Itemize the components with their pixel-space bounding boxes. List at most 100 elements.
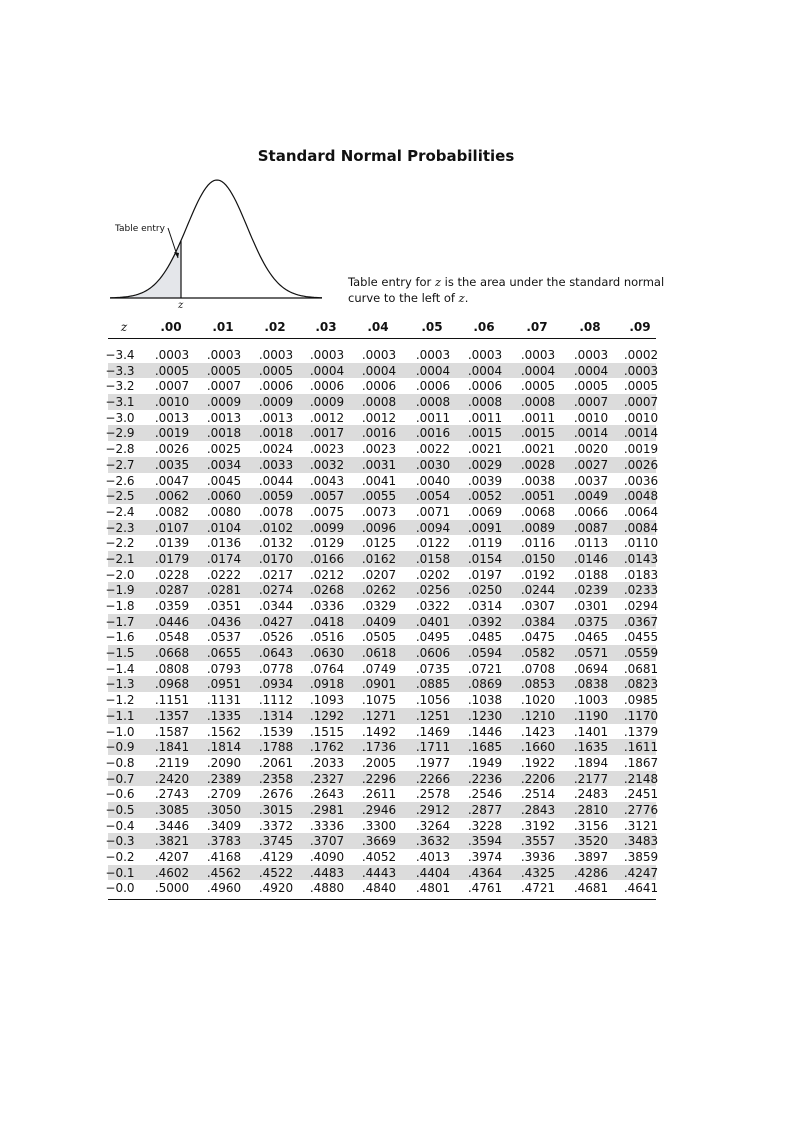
table-cell: .0018 bbox=[206, 426, 242, 441]
table-cell: .0017 bbox=[309, 426, 345, 441]
table-cell: .2090 bbox=[206, 755, 242, 770]
page-title: Standard Normal Probabilities bbox=[257, 147, 515, 165]
table-cell: .0119 bbox=[467, 536, 503, 551]
header-col: .01 bbox=[212, 320, 234, 334]
table-row: −1.9 .0287 .0281 .0274 .0268 .0262 .0256 .0250.… bbox=[105, 582, 658, 598]
table-cell: .4960 bbox=[206, 881, 242, 896]
table-cell: .0749 bbox=[361, 661, 397, 676]
table-cell: .4364 bbox=[467, 865, 503, 880]
table-row: −3.2 .0007 .0007 .0006 .0006 .0006 .0006 .0006.… bbox=[105, 378, 658, 394]
table-row: −3.1 .0010 .0009 .0009 .0009 .0008 .0008 .0008.… bbox=[105, 394, 658, 410]
table-cell: .1314 bbox=[258, 708, 294, 723]
table-cell: .0015 bbox=[467, 426, 503, 441]
table-cell: .2611 bbox=[361, 787, 397, 802]
table-cell: .0934 bbox=[258, 677, 294, 692]
table-cell: .1762 bbox=[309, 740, 345, 755]
z-value: −2.6 bbox=[105, 473, 135, 488]
table-cell: .1446 bbox=[467, 724, 503, 739]
header-col: .07 bbox=[526, 320, 548, 334]
table-cell: .0005 bbox=[573, 379, 609, 394]
table-cell: .1814 bbox=[206, 740, 242, 755]
table-cell: .2810 bbox=[573, 802, 609, 817]
table-cell: .0010 bbox=[623, 410, 659, 425]
table-cell: .0104 bbox=[206, 520, 242, 535]
table-row: −2.3 .0107 .0104 .0102 .0099 .0096 .0094 .0091.… bbox=[105, 519, 658, 536]
table-cell: .0003 bbox=[309, 348, 345, 362]
table-cell: .0344 bbox=[258, 599, 294, 613]
table-row: −3.0 .0013 .0013 .0013 .0012 .0012 .0011 .0011.… bbox=[105, 410, 658, 426]
table-cell: .0030 bbox=[415, 457, 451, 472]
table-cell: .0008 bbox=[467, 395, 503, 410]
table-row: −1.5 .0668 .0655 .0643 .0630 .0618 .0606 .0594.… bbox=[105, 645, 658, 661]
table-cell: .0084 bbox=[623, 520, 659, 535]
table-cell: .0068 bbox=[520, 504, 556, 519]
table-cell: .0455 bbox=[623, 630, 659, 645]
table-cell: .0885 bbox=[415, 677, 451, 692]
table-cell: .0089 bbox=[520, 520, 556, 535]
table-cell: .0008 bbox=[415, 395, 451, 410]
table-cell: .0012 bbox=[361, 410, 397, 425]
table-cell: .0006 bbox=[415, 379, 451, 394]
table-row: −2.1 .0179 .0174 .0170 .0166 .0162 .0158 .0154.… bbox=[105, 550, 658, 567]
table-cell: .0040 bbox=[415, 473, 451, 488]
table-cell: .2119 bbox=[154, 755, 190, 770]
table-cell: .0351 bbox=[206, 599, 242, 613]
table-cell: .0037 bbox=[573, 473, 609, 488]
table-cell: .1151 bbox=[154, 693, 190, 708]
table-cell: .0031 bbox=[361, 457, 397, 472]
table-cell: .1788 bbox=[258, 740, 294, 755]
table-cell: .0618 bbox=[361, 646, 397, 661]
table-cell: .0094 bbox=[415, 520, 451, 535]
table-cell: .0034 bbox=[206, 457, 242, 472]
table-cell: .0008 bbox=[520, 395, 556, 410]
table-body: −3.4 .0003 .0003 .0003 .0003 .0003 .0003 .0003.… bbox=[105, 339, 658, 901]
table-cell: .0708 bbox=[520, 661, 556, 676]
table-cell: .0606 bbox=[415, 646, 451, 661]
table-cell: .2743 bbox=[154, 787, 190, 802]
table-cell: .0668 bbox=[154, 646, 190, 661]
table-cell: .2033 bbox=[309, 755, 345, 770]
table-cell: .0239 bbox=[573, 583, 609, 598]
table-cell: .0080 bbox=[206, 504, 242, 519]
table-cell: .0020 bbox=[573, 442, 609, 457]
z-value: −0.7 bbox=[105, 771, 135, 786]
table-cell: .0003 bbox=[258, 348, 294, 362]
table-row: −1.7 .0446 .0436 .0427 .0418 .0409 .0401 .0392.… bbox=[105, 613, 658, 630]
table-row: −2.7 .0035 .0034 .0033 .0032 .0031 .0030 .0029.… bbox=[105, 456, 658, 473]
table-cell: .0735 bbox=[415, 661, 451, 676]
table-cell: .0838 bbox=[573, 677, 609, 692]
table-cell: .4168 bbox=[206, 850, 242, 864]
table-cell: .0113 bbox=[573, 536, 609, 551]
table-cell: .0009 bbox=[206, 395, 242, 410]
table-cell: .0375 bbox=[573, 614, 609, 629]
table-cell: .1469 bbox=[415, 724, 451, 739]
table-row: −2.8 .0026 .0025 .0024 .0023 .0023 .0022 .0021.… bbox=[105, 441, 658, 457]
table-cell: .0004 bbox=[573, 363, 609, 378]
table-cell: .0013 bbox=[258, 410, 294, 425]
table-cell: .4207 bbox=[154, 850, 190, 864]
table-cell: .0192 bbox=[520, 567, 556, 582]
header-col: .08 bbox=[579, 320, 601, 334]
z-value: −2.5 bbox=[105, 489, 135, 504]
table-cell: .0019 bbox=[154, 426, 190, 441]
table-cell: .3520 bbox=[573, 834, 609, 849]
table-cell: .2327 bbox=[309, 771, 345, 786]
table-cell: .1562 bbox=[206, 724, 242, 739]
table-cell: .0041 bbox=[361, 473, 397, 488]
table-cell: .3228 bbox=[467, 818, 503, 833]
table-cell: .0183 bbox=[623, 567, 659, 582]
table-cell: .0036 bbox=[623, 473, 659, 488]
table-cell: .0062 bbox=[154, 489, 190, 504]
table-cell: .0869 bbox=[467, 677, 503, 692]
table-cell: .0150 bbox=[520, 551, 556, 566]
table-cell: .0985 bbox=[623, 693, 659, 708]
table-cell: .2389 bbox=[206, 771, 242, 786]
table-cell: .4641 bbox=[623, 881, 659, 896]
table-row: −1.2 .1151 .1131 .1112 .1093 .1075 .1056 .1038.… bbox=[105, 692, 658, 708]
table-cell: .2451 bbox=[623, 787, 659, 802]
table-row: −0.8 .2119 .2090 .2061 .2033 .2005 .1977 .1949.… bbox=[105, 755, 658, 771]
table-cell: .0082 bbox=[154, 504, 190, 519]
table-cell: .0005 bbox=[520, 379, 556, 394]
table-cell: .0233 bbox=[623, 583, 659, 598]
table-cell: .1020 bbox=[520, 693, 556, 708]
